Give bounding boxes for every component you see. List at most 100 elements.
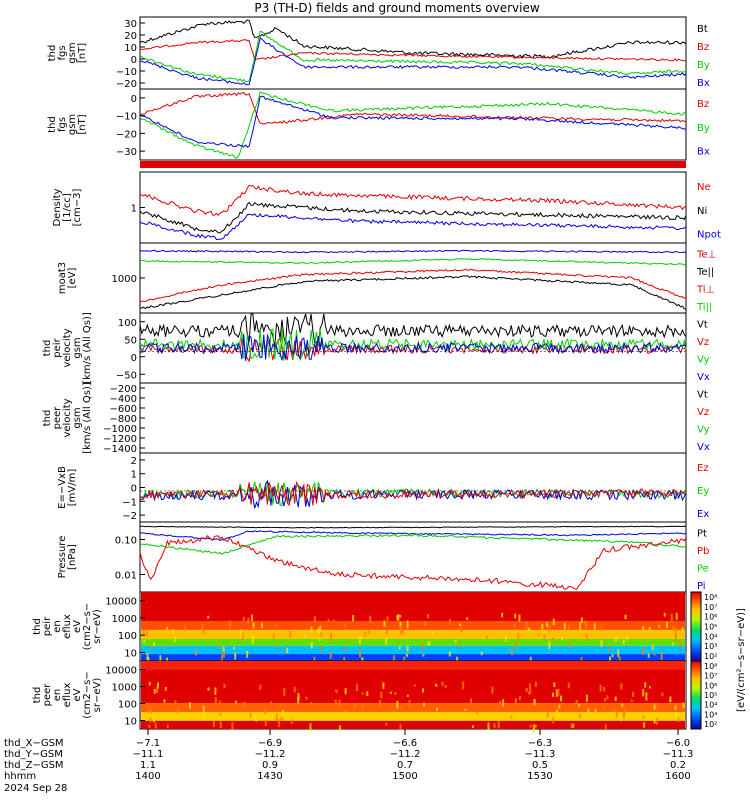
peir-eflux-speckle xyxy=(579,622,582,630)
efield-ytick-label: 0 xyxy=(131,484,137,495)
peir-eflux-speckle xyxy=(184,625,187,631)
peer-eflux-speckle xyxy=(470,698,472,704)
peer-velocity-ytick-label: −200 xyxy=(110,384,137,395)
peir-eflux-speckle xyxy=(541,623,544,630)
peer-eflux-speckle xyxy=(525,687,528,692)
peir-eflux-speckle xyxy=(217,645,220,649)
temperature-legend-te||: Te|| xyxy=(696,267,714,278)
peir-eflux-ylabel: sr−eV) xyxy=(92,609,103,644)
pressure-ylabel: [nPa] xyxy=(67,544,78,570)
pressure-legend-pe: Pe xyxy=(697,564,709,575)
xaxis-row-label: thd_Y−GSM xyxy=(4,749,63,760)
peir-eflux-speckle xyxy=(310,626,313,634)
peer-eflux-speckle xyxy=(514,697,517,704)
panel-density: 1 Density [1/cc] [cm−3] Ne Ni Npot xyxy=(52,171,721,244)
peer-velocity-ytick-label: −1400 xyxy=(103,444,137,455)
peer-eflux-speckle xyxy=(380,691,383,699)
colorbar-tick-label: 10⁶ xyxy=(704,613,717,622)
peir-eflux-speckle xyxy=(232,646,235,650)
fgs-dsl-ytick-label: −20 xyxy=(116,129,137,140)
peir-eflux-speckle xyxy=(674,627,677,636)
peer-eflux-speckle xyxy=(677,717,680,722)
temperature-frame xyxy=(139,242,687,314)
fgs-dsl-trace-red xyxy=(139,91,687,125)
peer-eflux-speckle xyxy=(234,701,237,705)
peir-eflux-speckle xyxy=(427,614,429,619)
peer-eflux-ytick-label: 1000 xyxy=(112,683,137,694)
density-legend-ni: Ni xyxy=(697,206,707,217)
peer-eflux-speckle xyxy=(278,719,281,728)
peir-velocity-ytick-label: 100 xyxy=(118,318,137,329)
peer-eflux-speckle xyxy=(164,686,167,691)
peir-eflux-speckle xyxy=(624,614,627,620)
peer-eflux-speckle xyxy=(243,701,246,709)
peer-eflux-speckle xyxy=(444,685,447,688)
peir-eflux-speckle xyxy=(260,622,263,629)
peir-eflux-speckle xyxy=(552,637,555,643)
peir-eflux-speckle xyxy=(653,653,656,656)
peir-eflux-speckle xyxy=(675,612,678,620)
peir-eflux-speckle xyxy=(651,644,654,650)
peer-eflux-speckle xyxy=(414,684,417,687)
fgs-gsm-ytick-label: −10 xyxy=(116,67,137,78)
peer-eflux-speckle xyxy=(343,711,346,716)
efield-ytick-label: −1 xyxy=(122,497,137,508)
peir-eflux-speckle xyxy=(647,653,650,658)
peir-eflux-speckle xyxy=(513,623,516,627)
peer-eflux-speckle xyxy=(642,689,645,697)
peer-eflux-band xyxy=(141,720,685,729)
peer-velocity-legend-vt: Vt xyxy=(697,390,708,401)
peir-eflux-speckle xyxy=(397,614,400,621)
density-trace-red xyxy=(139,184,687,217)
peer-eflux-speckle xyxy=(535,681,537,687)
colorbar-label: [eV/(cm²−s−sr−eV)] xyxy=(736,608,747,712)
peir-eflux-speckle xyxy=(150,646,153,649)
peir-eflux-speckle xyxy=(286,647,289,653)
peer-eflux-speckle xyxy=(212,720,215,728)
xaxis-tick-label: 0.7 xyxy=(397,760,413,771)
temperature-trace-blue xyxy=(139,249,687,254)
colorbar-tick-label: 10² xyxy=(704,652,717,661)
density-ylabel: Density xyxy=(52,188,63,226)
peir-eflux-speckle xyxy=(358,636,361,645)
peir-eflux-speckle xyxy=(518,614,521,622)
colorbar-tick-label: 10⁷ xyxy=(704,603,717,612)
peir-eflux-speckle xyxy=(449,618,452,625)
xaxis-tick-label: 1530 xyxy=(527,771,552,782)
peer-eflux-speckle xyxy=(203,712,206,720)
peir-eflux-speckle xyxy=(458,642,461,647)
peer-eflux-ylabel: thd xyxy=(32,687,43,704)
peir-eflux-speckle xyxy=(252,622,255,629)
efield-trace-red xyxy=(139,481,687,506)
peer-eflux-speckle xyxy=(487,722,490,730)
fgs-gsm-ylabel: gsm xyxy=(67,42,78,63)
fgs-dsl-ylabel: thd xyxy=(47,116,58,133)
peir-eflux-speckle xyxy=(250,614,253,622)
peir-eflux-speckle xyxy=(275,624,278,627)
density-legend-npot: Npot xyxy=(697,230,721,241)
fgs-dsl-legend-bz: Bz xyxy=(697,99,709,110)
density-ylabel: [cm−3] xyxy=(72,189,83,227)
temperature-trace-green xyxy=(139,257,687,266)
peir-eflux-speckle xyxy=(242,616,245,621)
peir-eflux-ylabel: en xyxy=(52,620,63,633)
peer-eflux-speckle xyxy=(297,696,300,704)
peer-eflux-ylabel: peer xyxy=(42,683,53,707)
temperature-legend-ti⊥: Ti⊥ xyxy=(696,285,714,296)
peer-velocity-ytick-label: −400 xyxy=(110,394,137,405)
x-axis-annotation: thd_X−GSM −7.1 −6.9 −6.6 −6.3 −6.0 thd_Y−GSM −1… xyxy=(4,729,693,794)
xaxis-tick-label: 1500 xyxy=(392,771,417,782)
temperature-trace-red xyxy=(139,268,687,303)
peer-velocity-legend-vz: Vz xyxy=(697,407,709,418)
peer-eflux-speckle xyxy=(189,702,191,709)
peir-eflux-speckle xyxy=(561,636,563,641)
peer-eflux-speckle xyxy=(344,688,347,695)
peir-eflux-speckle xyxy=(421,642,424,650)
peer-eflux-speckle xyxy=(606,695,609,700)
peer-eflux-band xyxy=(141,661,685,670)
fgs-dsl-ylabel: gsm xyxy=(67,114,78,135)
peer-eflux-speckle xyxy=(502,699,505,707)
xaxis-tick-label: 1430 xyxy=(257,771,282,782)
peer-eflux-speckle xyxy=(290,719,293,724)
